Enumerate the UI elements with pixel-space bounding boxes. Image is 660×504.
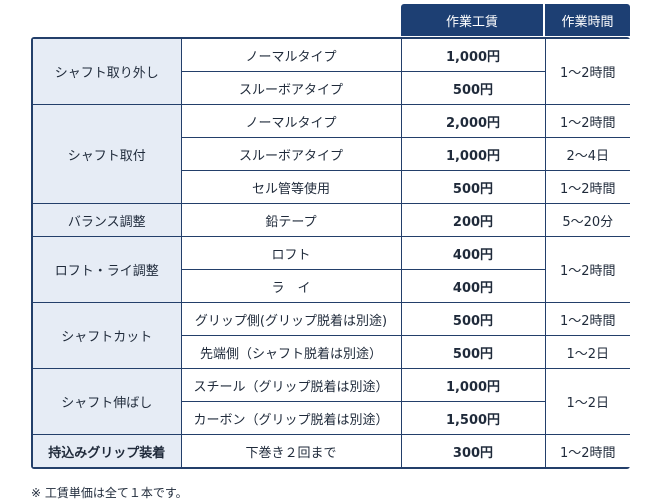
time-cell: 5～20分 <box>544 203 630 237</box>
item-cell: カーボン（グリップ脱着は別途） <box>181 401 402 435</box>
price-cell: 1,000円 <box>400 137 546 171</box>
price-cell: 200円 <box>400 203 546 237</box>
category-grip-install: 持込みグリップ装着 <box>33 434 182 467</box>
price-table: シャフト取り外し ノーマルタイプ 1,000円 1～2時間 スルーボアタイプ 5… <box>31 37 630 469</box>
item-cell: スルーボアタイプ <box>181 137 402 171</box>
price-cell: 500円 <box>400 71 546 105</box>
table-row: シャフトカット グリップ側(グリップ脱着は別途) 500円 1～2時間 <box>33 302 630 369</box>
item-cell: ノーマルタイプ <box>180 39 402 72</box>
table-row: ラ イ 400円 <box>33 269 630 303</box>
category-shaft-removal: シャフト取り外し <box>33 39 182 105</box>
time-cell: 2～4日 <box>544 137 630 171</box>
price-cell: 1,000円 <box>400 368 546 402</box>
table-row: ロフト・ライ調整 ロフト 400円 1～2時間 <box>33 236 630 303</box>
item-cell: ラ イ <box>181 269 402 303</box>
table-row: カーボン（グリップ脱着は別途） 1,500円 <box>33 401 630 435</box>
table-row: シャフト取付 ノーマルタイプ 2,000円 1～2時間 <box>33 104 630 204</box>
category-shaft-cut: シャフトカット <box>33 302 182 369</box>
item-cell: セル管等使用 <box>181 170 402 204</box>
item-cell: スチール（グリップ脱着は別途） <box>180 368 402 402</box>
table-row: バランス調整 鉛テープ 200円 5～20分 <box>33 203 630 237</box>
table-row: シャフト取り外し ノーマルタイプ 1,000円 1～2時間 <box>33 39 630 105</box>
category-loft-lie: ロフト・ライ調整 <box>33 236 182 303</box>
item-cell: 先端側（シャフト脱着は別途） <box>181 335 402 369</box>
price-cell: 2,000円 <box>400 104 546 138</box>
item-cell: ロフト <box>180 236 402 270</box>
category-shaft-extend: シャフト伸ばし <box>33 368 182 435</box>
footnote: ※ 工賃単価は全て１本です。 <box>31 486 188 500</box>
time-cell: 1～2時間 <box>544 236 630 303</box>
item-cell: ノーマルタイプ <box>180 104 402 138</box>
price-cell: 400円 <box>400 236 546 270</box>
time-cell: 1～2日 <box>544 368 630 435</box>
price-cell: 300円 <box>400 434 546 467</box>
category-balance: バランス調整 <box>33 203 182 237</box>
time-cell: 1～2時間 <box>544 302 630 336</box>
item-cell: 鉛テープ <box>180 203 402 237</box>
category-shaft-install: シャフト取付 <box>33 104 182 204</box>
price-cell: 500円 <box>400 170 546 204</box>
header-time: 作業時間 <box>545 4 630 36</box>
table-row: 持込みグリップ装着 下巻き２回まで 300円 1～2時間 <box>33 434 630 467</box>
time-cell: 1～2時間 <box>544 434 630 467</box>
item-cell: グリップ側(グリップ脱着は別途) <box>180 302 402 336</box>
price-cell: 1,500円 <box>400 401 546 435</box>
time-cell: 1～2時間 <box>544 39 630 105</box>
table-row: 先端側（シャフト脱着は別途） 500円 1～2日 <box>33 335 630 369</box>
table-row: セル管等使用 500円 1～2時間 <box>33 170 630 204</box>
item-cell: スルーボアタイプ <box>181 71 402 105</box>
time-cell: 1～2時間 <box>544 170 630 204</box>
price-cell: 500円 <box>400 302 546 336</box>
time-cell: 1～2時間 <box>544 104 630 138</box>
price-cell: 400円 <box>400 269 546 303</box>
header-price: 作業工賃 <box>401 4 543 36</box>
price-cell: 1,000円 <box>400 39 546 72</box>
item-cell: 下巻き２回まで <box>180 434 402 467</box>
price-cell: 500円 <box>400 335 546 369</box>
time-cell: 1～2日 <box>544 335 630 369</box>
table-row: シャフト伸ばし スチール（グリップ脱着は別途） 1,000円 1～2日 <box>33 368 630 435</box>
